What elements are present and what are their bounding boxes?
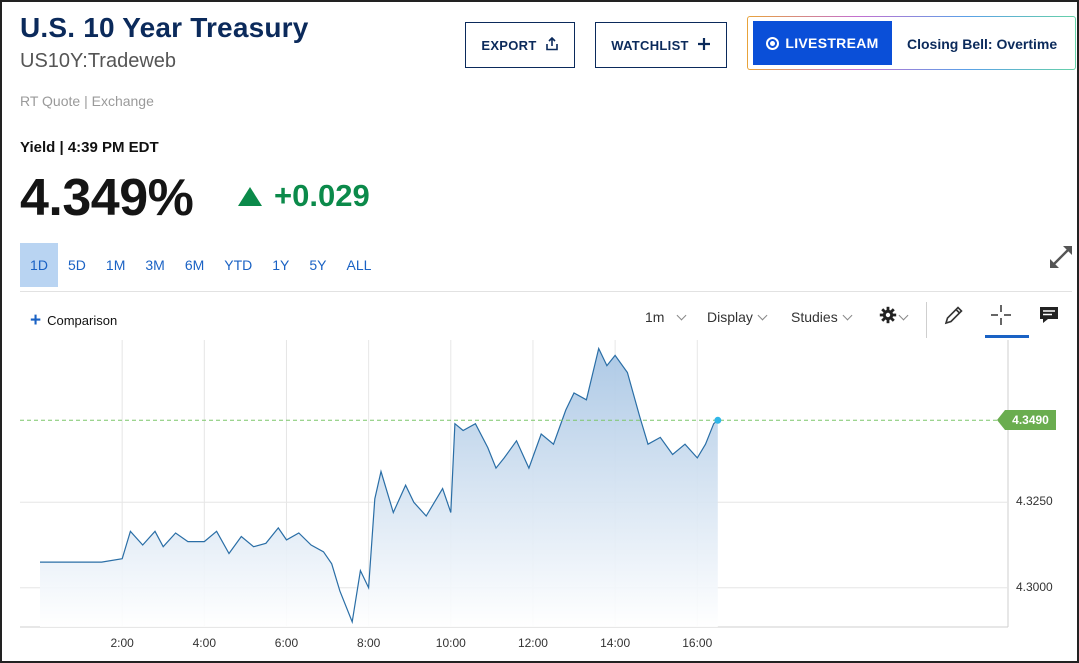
last-price-tag: 4.3490 (997, 410, 1056, 431)
chevron-down-icon (757, 310, 768, 321)
livestream-banner: LIVESTREAM Closing Bell: Overtime (747, 16, 1076, 70)
draw-button[interactable] (939, 303, 969, 331)
range-1d[interactable]: 1D (20, 243, 58, 287)
chevron-down-icon (898, 310, 909, 321)
crosshair-button[interactable] (986, 303, 1016, 331)
comparison-button[interactable]: + Comparison (30, 311, 117, 330)
interval-dropdown[interactable]: 1m (645, 309, 687, 325)
x-tick-label: 12:00 (517, 636, 548, 650)
yield-timestamp: Yield | 4:39 PM EDT (20, 139, 159, 156)
price-chart[interactable] (0, 340, 1079, 663)
livestream-show-link[interactable]: Closing Bell: Overtime (907, 36, 1058, 52)
range-ytd[interactable]: YTD (224, 257, 253, 273)
watchlist-button[interactable]: WATCHLIST (595, 22, 727, 68)
plus-icon (697, 36, 711, 54)
range-5y[interactable]: 5Y (309, 257, 327, 273)
x-tick-label: 16:00 (682, 636, 713, 650)
y-tick-label: 4.3000 (1016, 579, 1053, 594)
price-change-value: +0.029 (274, 178, 370, 213)
display-dropdown[interactable]: Display (707, 309, 768, 325)
range-selector: 1D 5D 1M 3M 6M YTD 1Y 5Y ALL (20, 243, 381, 287)
interval-label: 1m (645, 309, 665, 325)
settings-button[interactable] (878, 303, 909, 331)
divider (20, 291, 1072, 292)
x-tick-label: 8:00 (356, 636, 381, 650)
comment-icon (1038, 305, 1060, 330)
x-tick-label: 6:00 (274, 636, 299, 650)
last-point-marker (714, 416, 722, 424)
range-1m[interactable]: 1M (105, 257, 126, 273)
comparison-label: Comparison (47, 313, 118, 328)
live-dot-icon (766, 36, 780, 50)
export-button[interactable]: EXPORT (465, 22, 575, 68)
range-all[interactable]: ALL (346, 257, 372, 273)
watchlist-label: WATCHLIST (611, 37, 689, 53)
livestream-label: LIVESTREAM (785, 35, 879, 51)
page-title: U.S. 10 Year Treasury (20, 12, 309, 43)
gear-icon (879, 306, 897, 329)
series-area (40, 348, 718, 627)
arrow-up-icon (238, 186, 262, 206)
display-label: Display (707, 309, 753, 325)
symbol-label: US10Y:Tradeweb (20, 50, 177, 72)
range-5d[interactable]: 5D (68, 257, 86, 273)
export-label: EXPORT (481, 37, 537, 53)
chevron-down-icon (677, 310, 687, 321)
x-tick-label: 2:00 (110, 636, 134, 650)
toolbar-separator (926, 302, 927, 338)
series-line (40, 346, 719, 625)
expand-icon[interactable] (1047, 243, 1075, 271)
range-6m[interactable]: 6M (184, 257, 205, 273)
last-price: 4.349% (20, 169, 194, 227)
studies-dropdown[interactable]: Studies (791, 309, 853, 325)
y-tick-label: 4.3250 (1016, 494, 1053, 509)
crosshair-icon (989, 303, 1013, 332)
chevron-down-icon (842, 310, 853, 321)
pencil-icon (943, 304, 965, 331)
price-change: +0.029 (238, 178, 370, 214)
x-tick-label: 4:00 (192, 636, 216, 650)
plus-icon: + (30, 310, 42, 331)
range-3m[interactable]: 3M (145, 257, 165, 273)
studies-label: Studies (791, 309, 838, 325)
quote-type-label: RT Quote | Exchange (20, 93, 154, 109)
crosshair-active-indicator (985, 335, 1029, 338)
range-1y[interactable]: 1Y (272, 257, 290, 273)
share-icon (545, 36, 559, 54)
livestream-button[interactable]: LIVESTREAM (753, 21, 892, 65)
x-tick-label: 14:00 (600, 636, 631, 650)
x-tick-label: 10:00 (435, 636, 466, 650)
comments-button[interactable] (1034, 303, 1064, 331)
